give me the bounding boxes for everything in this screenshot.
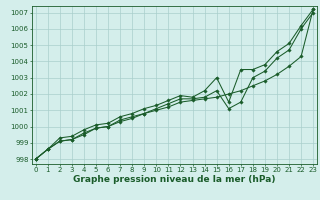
X-axis label: Graphe pression niveau de la mer (hPa): Graphe pression niveau de la mer (hPa) [73,175,276,184]
